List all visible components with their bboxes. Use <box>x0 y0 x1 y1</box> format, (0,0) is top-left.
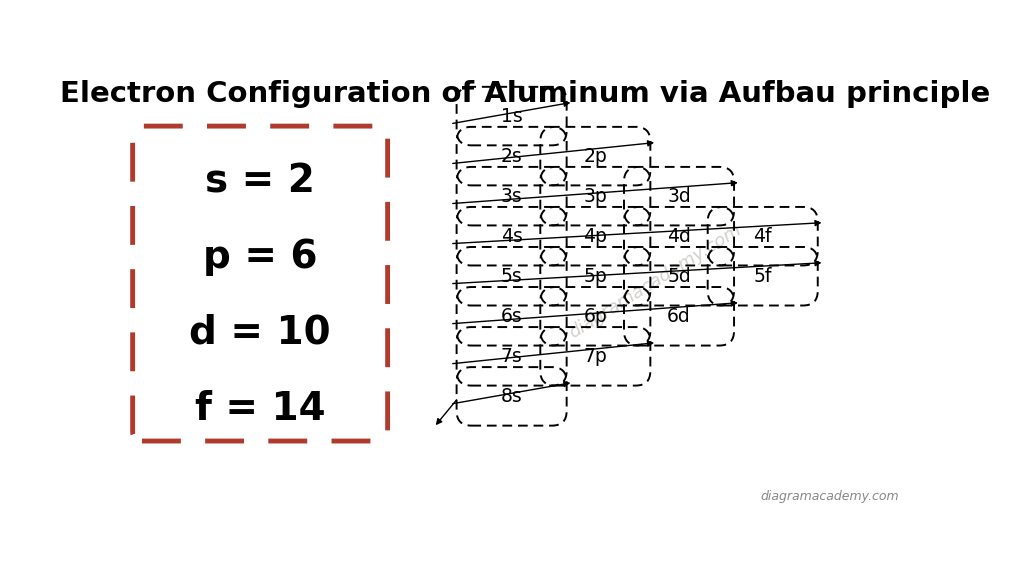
Text: 7s: 7s <box>501 347 522 366</box>
Text: f = 14: f = 14 <box>195 390 326 428</box>
Text: 7p: 7p <box>584 347 607 366</box>
Text: p = 6: p = 6 <box>203 238 317 276</box>
Text: 1s: 1s <box>501 107 522 126</box>
Text: 3s: 3s <box>501 187 522 206</box>
Text: 4d: 4d <box>667 227 691 246</box>
Text: 6p: 6p <box>584 307 607 326</box>
Text: 6s: 6s <box>501 307 522 326</box>
Text: 6d: 6d <box>668 307 691 326</box>
Text: 4p: 4p <box>584 227 607 246</box>
Text: diagramacademy.com: diagramacademy.com <box>565 221 744 342</box>
Text: 5p: 5p <box>584 267 607 286</box>
Text: 4f: 4f <box>754 227 772 246</box>
Text: s = 2: s = 2 <box>205 162 315 200</box>
Text: d = 10: d = 10 <box>189 314 331 352</box>
Text: 5s: 5s <box>501 267 522 286</box>
Text: 5f: 5f <box>754 267 772 286</box>
Text: diagramacademy.com: diagramacademy.com <box>761 490 899 503</box>
Text: 4s: 4s <box>501 227 522 246</box>
Text: 3d: 3d <box>668 187 691 206</box>
Text: Electron Configuration of Aluminum via Aufbau principle: Electron Configuration of Aluminum via A… <box>59 80 990 108</box>
FancyBboxPatch shape <box>133 126 388 441</box>
Text: 2p: 2p <box>584 147 607 166</box>
Text: 5d: 5d <box>668 267 691 286</box>
Text: 2s: 2s <box>501 147 522 166</box>
Text: 8s: 8s <box>501 387 522 406</box>
Text: 3p: 3p <box>584 187 607 206</box>
